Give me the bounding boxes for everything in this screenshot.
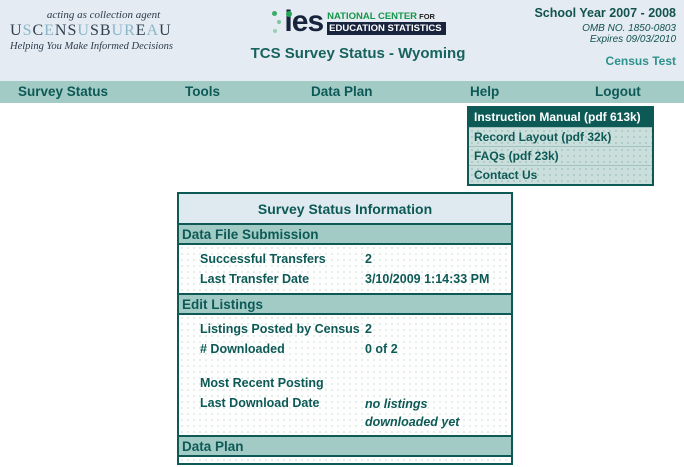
main-nav: Survey Status Tools Data Plan Help Logout <box>0 81 684 103</box>
table-row: Last Download Date no listings downloaded… <box>179 393 511 431</box>
row-label: Last Download Date <box>200 396 320 410</box>
census-wordmark-letter: E <box>44 22 55 39</box>
row-value <box>365 373 503 393</box>
nav-item-survey-status[interactable]: Survey Status <box>18 84 109 99</box>
help-menu-item[interactable]: Record Layout (pdf 32k) <box>469 127 652 146</box>
survey-status-table: Survey Status Information Data File Subm… <box>177 192 513 465</box>
table-title: Survey Status Information <box>179 194 511 225</box>
ies-line1: NATIONAL CENTER FOR <box>327 11 435 22</box>
row-value: 3/10/2009 1:14:33 PM <box>365 272 490 286</box>
table-row: Listings Posted by Census 2 <box>179 319 511 339</box>
school-year-label: School Year 2007 - 2008 <box>534 6 676 20</box>
row-label: Successful Transfers <box>200 252 326 266</box>
row-value: 0 of 2 <box>365 342 398 356</box>
census-wordmark-letter: A <box>146 22 160 39</box>
census-wordmark-letter: C <box>32 22 45 39</box>
nav-item-help[interactable]: Help <box>470 84 500 99</box>
census-tagline-top: acting as collection agent <box>46 9 161 21</box>
section-body: Listings Posted by Census 2 # Downloaded 0 … <box>179 315 511 437</box>
nav-item-logout[interactable]: Logout <box>595 84 641 99</box>
ies-i-dot-icon <box>286 11 293 17</box>
census-wordmark-letter: U <box>77 22 90 39</box>
row-value: no listings downloaded yet <box>365 397 460 429</box>
row-value: 2 <box>365 252 372 266</box>
census-wordmark-letter: S <box>89 22 100 39</box>
census-wordmark-letter: U <box>10 22 23 39</box>
ies-logo: ies NATIONAL CENTER FOR EDUCATION STATIS… <box>270 5 446 38</box>
census-bureau-logo: acting as collection agent USCENSUSBUREA… <box>10 9 185 52</box>
ies-line2: EDUCATION STATISTICS <box>327 22 446 35</box>
section-header-data-plan: Data Plan <box>179 437 511 457</box>
section-header-data-file-submission: Data File Submission <box>179 225 511 245</box>
page-header: acting as collection agent USCENSUSBUREA… <box>0 0 684 81</box>
ies-acronym: ies <box>284 5 324 38</box>
help-menu-item[interactable]: Instruction Manual (pdf 613k) <box>469 108 652 127</box>
census-wordmark-letter: N <box>54 22 68 39</box>
table-row: # Downloaded 0 of 2 <box>179 339 511 359</box>
ies-dot-icon <box>273 29 278 33</box>
nav-item-data-plan[interactable]: Data Plan <box>311 84 373 99</box>
header-center: ies NATIONAL CENTER FOR EDUCATION STATIS… <box>228 5 488 63</box>
table-row: Most Recent Posting <box>179 373 511 393</box>
census-wordmark-letter: E <box>135 22 147 39</box>
omb-expires: Expires 09/03/2010 <box>589 34 676 45</box>
row-value: 2 <box>365 322 372 336</box>
help-dropdown-menu: Instruction Manual (pdf 613k) Record Layo… <box>467 106 654 186</box>
table-row <box>179 359 511 373</box>
census-wordmark: USCENSUSBUREAU <box>10 22 185 40</box>
table-row: Successful Transfers 2 <box>179 249 511 269</box>
section-body: Successful Transfers 2 Last Transfer Date 3… <box>179 245 511 295</box>
section-header-edit-listings: Edit Listings <box>179 295 511 315</box>
nav-item-tools[interactable]: Tools <box>185 84 220 99</box>
ies-dot-icon <box>272 11 278 16</box>
census-wordmark-letter: R <box>124 22 136 39</box>
table-sections: Data File Submission Successful Transfers… <box>179 225 511 463</box>
census-wordmark-letter: B <box>99 22 112 39</box>
omb-number: OMB NO. 1850-0803 <box>582 23 676 34</box>
row-label: Listings Posted by Census <box>200 322 360 336</box>
help-menu-item[interactable]: FAQs (pdf 23k) <box>469 146 652 165</box>
row-label: Most Recent Posting <box>200 376 324 390</box>
census-test-label: Census Test <box>605 54 676 68</box>
help-menu-item[interactable]: Contact Us <box>469 165 652 184</box>
table-row: Last Transfer Date 3/10/2009 1:14:33 PM <box>179 269 511 289</box>
row-label: Last Transfer Date <box>200 272 310 286</box>
page-title: TCS Survey Status - Wyoming <box>250 45 466 62</box>
census-wordmark-letter: S <box>67 22 78 39</box>
census-tagline-bottom: Helping You Make Informed Decisions <box>10 41 173 52</box>
ies-logo-text: NATIONAL CENTER FOR EDUCATION STATISTICS <box>327 11 446 35</box>
census-wordmark-letter: U <box>111 22 125 39</box>
ies-dot-icon <box>277 20 282 24</box>
header-right: School Year 2007 - 2008 OMB NO. 1850-080… <box>534 6 676 68</box>
section-body <box>179 457 511 463</box>
census-wordmark-letter: S <box>22 22 33 39</box>
census-wordmark-letter: U <box>159 22 172 39</box>
row-label: # Downloaded <box>200 342 285 356</box>
